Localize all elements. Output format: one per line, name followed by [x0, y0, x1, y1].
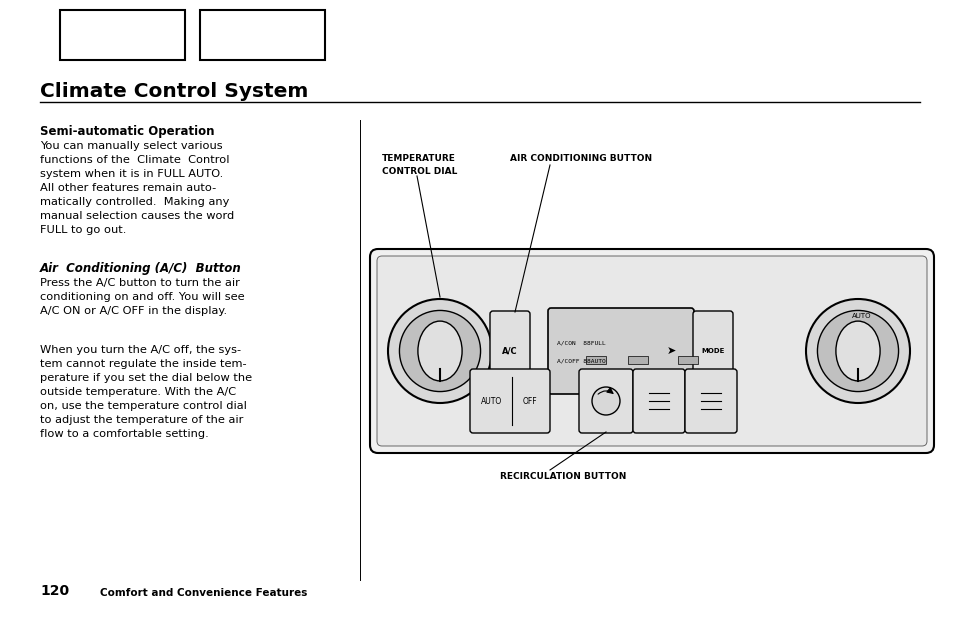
FancyBboxPatch shape	[633, 369, 684, 433]
Text: AUTO: AUTO	[481, 396, 502, 406]
Bar	[678, 356, 698, 364]
Text: Climate Control System: Climate Control System	[40, 82, 308, 101]
Ellipse shape	[835, 321, 880, 381]
Circle shape	[592, 387, 619, 415]
Text: 120: 120	[40, 584, 69, 598]
Text: When you turn the A/C off, the sys-
tem cannot regulate the inside tem-
perature: When you turn the A/C off, the sys- tem …	[40, 345, 252, 439]
Ellipse shape	[417, 321, 461, 381]
FancyBboxPatch shape	[684, 369, 737, 433]
Text: MODE: MODE	[700, 348, 724, 354]
FancyBboxPatch shape	[470, 369, 550, 433]
Text: CONTROL DIAL: CONTROL DIAL	[381, 167, 456, 176]
Text: RECIRCULATION BUTTON: RECIRCULATION BUTTON	[499, 472, 626, 481]
Circle shape	[399, 311, 480, 392]
FancyBboxPatch shape	[578, 369, 633, 433]
Text: Comfort and Convenience Features: Comfort and Convenience Features	[100, 588, 307, 598]
Text: A/CON  88FULL: A/CON 88FULL	[557, 340, 605, 345]
Text: A/COFF 88AUTO: A/COFF 88AUTO	[557, 358, 605, 364]
Text: Air  Conditioning (A/C)  Button: Air Conditioning (A/C) Button	[40, 262, 241, 275]
Text: TEMPERATURE: TEMPERATURE	[381, 154, 456, 163]
Circle shape	[817, 311, 898, 392]
Bar	[627, 356, 647, 364]
Text: AIR CONDITIONING BUTTON: AIR CONDITIONING BUTTON	[510, 154, 652, 163]
Text: A/C: A/C	[501, 346, 517, 355]
Text: OFF: OFF	[522, 396, 537, 406]
Text: Press the A/C button to turn the air
conditioning on and off. You will see
A/C O: Press the A/C button to turn the air con…	[40, 278, 244, 316]
FancyBboxPatch shape	[547, 308, 693, 394]
FancyBboxPatch shape	[370, 249, 933, 453]
Bar	[200, 10, 325, 60]
FancyBboxPatch shape	[490, 311, 530, 391]
Circle shape	[388, 299, 492, 403]
Circle shape	[805, 299, 909, 403]
Text: ➤: ➤	[665, 346, 675, 356]
Bar	[60, 10, 185, 60]
FancyBboxPatch shape	[692, 311, 732, 391]
Text: You can manually select various
functions of the  Climate  Control
system when i: You can manually select various function…	[40, 141, 234, 235]
Bar	[585, 356, 605, 364]
Text: AUTO: AUTO	[851, 312, 871, 319]
FancyBboxPatch shape	[376, 256, 926, 446]
Text: Semi-automatic Operation: Semi-automatic Operation	[40, 125, 214, 138]
